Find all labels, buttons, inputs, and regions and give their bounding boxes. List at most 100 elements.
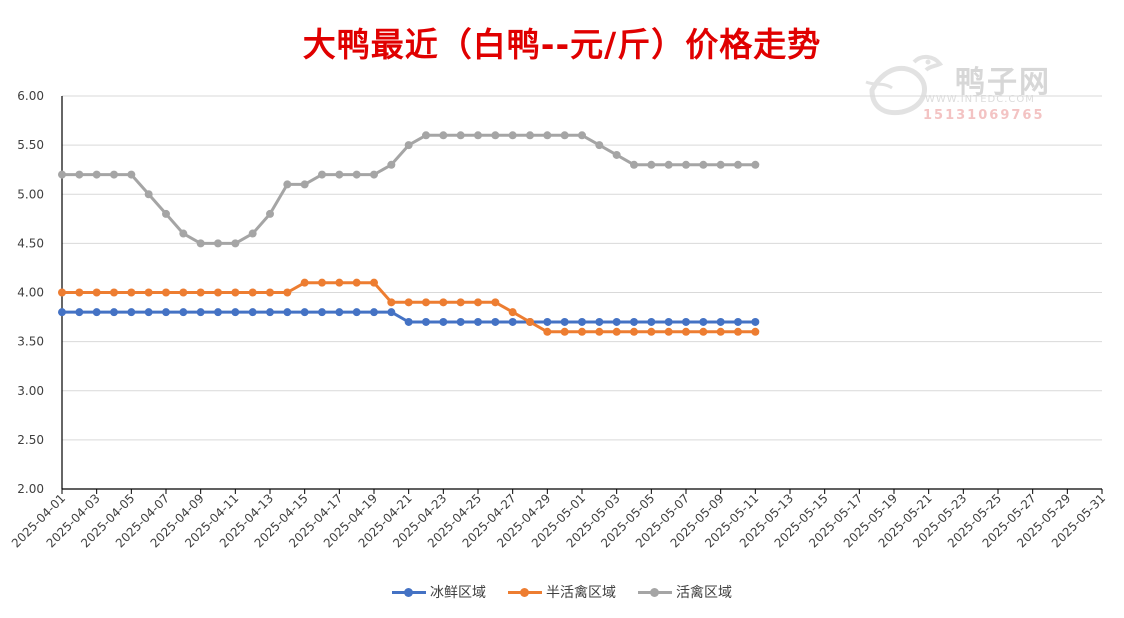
series-1-point <box>300 308 309 317</box>
series-1-point <box>318 308 326 317</box>
legend-label: 半活禽区域 <box>546 585 616 601</box>
series-3-point <box>595 141 604 150</box>
series-1-point <box>647 317 656 326</box>
series-3-point <box>144 190 153 199</box>
series-1-point <box>630 317 638 326</box>
series-2-point <box>751 327 760 336</box>
series-3-point <box>370 170 378 179</box>
series-2-point <box>664 327 673 336</box>
series-3-point <box>248 229 257 238</box>
series-2-point <box>266 288 274 297</box>
series-3-point <box>526 131 534 140</box>
series-2-point <box>283 288 292 297</box>
legend-marker <box>650 587 659 597</box>
series-2-point <box>595 327 604 336</box>
series-1-point <box>231 308 240 317</box>
series-2-point <box>404 298 413 307</box>
series-1-point <box>404 317 413 326</box>
series-2-point <box>682 327 690 336</box>
series-1-point <box>162 308 170 317</box>
series-2-point <box>508 308 517 317</box>
watermark-phone: 15131069765 <box>923 108 1045 123</box>
series-2-point <box>526 317 534 326</box>
series-1-point <box>214 308 222 317</box>
legend-marker <box>520 587 529 597</box>
series-2-point <box>422 298 430 307</box>
series-1-point <box>751 317 760 326</box>
y-tick-label: 4.00 <box>17 286 44 300</box>
series-1-point <box>664 317 673 326</box>
series-2-point <box>716 327 725 336</box>
series-2-point <box>214 288 222 297</box>
series-3-point <box>474 131 482 140</box>
legend-swatch <box>392 587 426 597</box>
series-1-point <box>92 308 101 317</box>
series-2-point <box>144 288 153 297</box>
legend-marker <box>404 587 413 597</box>
series-1-point <box>335 308 344 317</box>
series-3-point <box>404 141 413 150</box>
series-2-point <box>127 288 136 297</box>
series-2-point <box>734 327 742 336</box>
series-1-point <box>508 317 517 326</box>
series-3-point <box>682 160 690 169</box>
series-3-point <box>318 170 326 179</box>
series-1-point <box>266 308 274 317</box>
series-1-point <box>144 308 153 317</box>
series-2-point <box>543 327 552 336</box>
series-1-point <box>682 317 690 326</box>
series-1-point <box>248 308 257 317</box>
series-3-point <box>300 180 309 189</box>
series-2-point <box>560 327 569 336</box>
series-3-point <box>578 131 586 140</box>
series-3-point <box>162 209 170 218</box>
y-tick-label: 2.00 <box>17 482 44 496</box>
series-1-point <box>387 308 396 317</box>
y-tick-label: 6.00 <box>17 89 44 103</box>
series-3-point <box>716 160 725 169</box>
series-2-point <box>92 288 101 297</box>
series-2-point <box>699 327 708 336</box>
series-2-point <box>248 288 257 297</box>
series-2-point <box>647 327 656 336</box>
legend-item: 半活禽区域 <box>508 582 616 602</box>
series-1-point <box>283 308 292 317</box>
series-1-point <box>127 308 136 317</box>
series-1-point <box>439 317 448 326</box>
series-3-point <box>179 229 188 238</box>
series-3-point <box>456 131 465 140</box>
series-3-point <box>214 239 222 248</box>
series-3-point <box>266 209 274 218</box>
y-tick-label: 3.00 <box>17 384 44 398</box>
series-3-point <box>630 160 638 169</box>
series-3-point <box>335 170 344 179</box>
series-2-point <box>179 288 188 297</box>
series-1-point <box>699 317 708 326</box>
legend-item: 活禽区域 <box>638 582 732 602</box>
series-2-point <box>58 288 66 297</box>
series-2-point <box>75 288 84 297</box>
series-3-point <box>439 131 448 140</box>
series-1-point <box>456 317 465 326</box>
series-3-point <box>110 170 118 179</box>
legend-swatch <box>638 587 672 597</box>
series-1-point <box>595 317 604 326</box>
series-1-point <box>58 308 66 317</box>
series-2-point <box>231 288 240 297</box>
series-1-point <box>491 317 500 326</box>
series-1-point <box>110 308 118 317</box>
series-3-point <box>283 180 292 189</box>
series-3-point <box>196 239 205 248</box>
series-2-point <box>630 327 638 336</box>
series-1-point <box>422 317 430 326</box>
series-2-point <box>612 327 621 336</box>
y-tick-label: 5.00 <box>17 187 44 201</box>
series-2-point <box>474 298 482 307</box>
series-1-point <box>543 317 552 326</box>
series-3-point <box>543 131 552 140</box>
series-3-point <box>127 170 136 179</box>
chart-legend: 冰鲜区域 半活禽区域 活禽区域 <box>0 582 1124 602</box>
series-2-point <box>335 278 344 287</box>
series-2-point <box>456 298 465 307</box>
series-1-point <box>352 308 361 317</box>
